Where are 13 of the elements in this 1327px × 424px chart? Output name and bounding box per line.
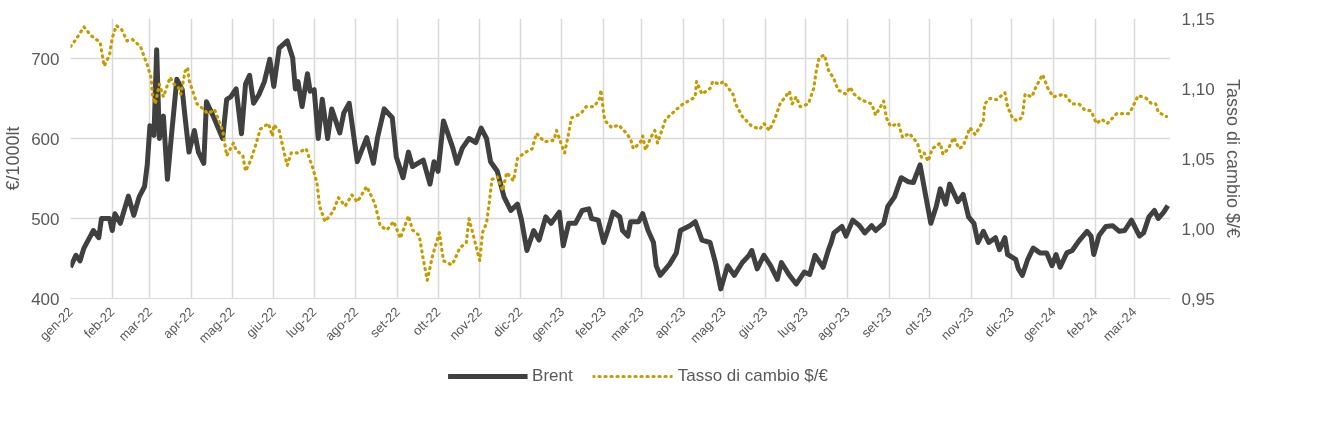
y-tick-label: 500 xyxy=(31,209,60,229)
legend-label: Tasso di cambio $/€ xyxy=(677,366,828,386)
y-tick-label: 600 xyxy=(31,129,60,149)
legend-label: Brent xyxy=(532,366,573,386)
y2-tick-label: 1,00 xyxy=(1181,219,1215,239)
y2-axis-title: Tasso di cambio $/€ xyxy=(1222,78,1243,239)
y2-tick-label: 1,05 xyxy=(1181,149,1215,169)
y-tick-label: 400 xyxy=(31,289,60,309)
y2-tick-label: 1,15 xyxy=(1181,9,1215,29)
y-axis-title: €/1000lt xyxy=(3,126,24,191)
y-tick-label: 700 xyxy=(31,49,60,69)
y2-tick-label: 1,10 xyxy=(1181,79,1215,99)
y2-tick-label: 0,95 xyxy=(1181,289,1215,309)
